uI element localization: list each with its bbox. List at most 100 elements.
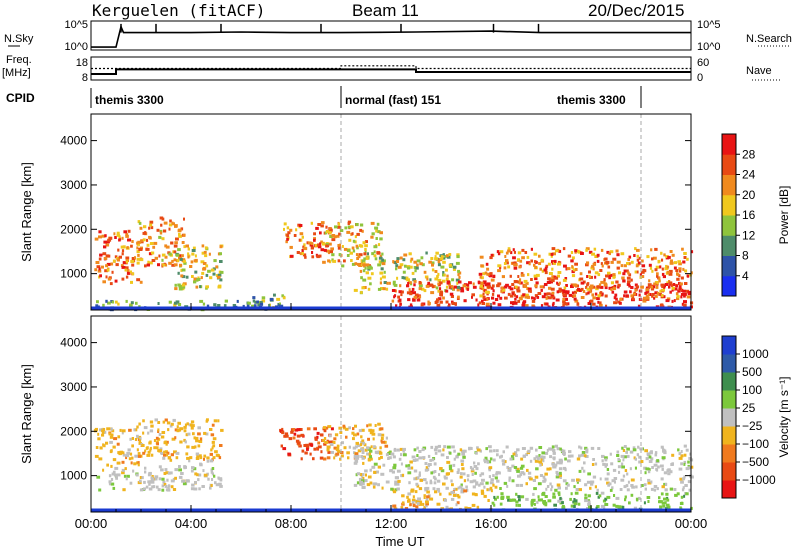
power-colorbar-swatch bbox=[722, 215, 736, 236]
heatmap-cell bbox=[417, 497, 421, 501]
heatmap-cell bbox=[562, 293, 567, 297]
heatmap-cell bbox=[177, 428, 182, 432]
heatmap-cell bbox=[657, 465, 660, 469]
heatmap-cell bbox=[304, 451, 308, 455]
heatmap-cell bbox=[194, 481, 197, 484]
heatmap-cell bbox=[149, 242, 154, 245]
heatmap-cell bbox=[432, 475, 436, 479]
heatmap-cell bbox=[450, 497, 455, 501]
velocity-colorbar-frame bbox=[721, 335, 737, 499]
heatmap-cell bbox=[282, 296, 286, 300]
heatmap-cell bbox=[511, 464, 515, 468]
heatmap-cell bbox=[574, 299, 579, 303]
heatmap-cell bbox=[301, 249, 304, 252]
heatmap-cell bbox=[106, 240, 110, 244]
heatmap-cell bbox=[470, 469, 475, 473]
heatmap-cell bbox=[604, 294, 608, 298]
heatmap-cell bbox=[633, 456, 636, 460]
heatmap-cell bbox=[108, 432, 112, 436]
heatmap-cell bbox=[167, 428, 170, 432]
heatmap-cell bbox=[292, 436, 296, 440]
heatmap-cell bbox=[529, 289, 532, 293]
heatmap-cell bbox=[148, 487, 153, 491]
heatmap-cell bbox=[358, 477, 363, 481]
heatmap-cell bbox=[457, 486, 460, 490]
heatmap-cell bbox=[149, 429, 154, 433]
heatmap-cell bbox=[551, 445, 555, 449]
heatmap-cell bbox=[512, 261, 516, 265]
velocity-colorbar-tick-label: 1000 bbox=[742, 347, 769, 361]
heatmap-cell bbox=[373, 470, 377, 474]
heatmap-cell bbox=[190, 426, 194, 430]
heatmap-cell bbox=[219, 278, 223, 282]
heatmap-cell bbox=[313, 427, 317, 431]
heatmap-cell bbox=[135, 301, 138, 305]
heatmap-cell bbox=[561, 505, 565, 508]
heatmap-cell bbox=[570, 285, 574, 288]
heatmap-cell bbox=[641, 264, 646, 268]
heatmap-cell bbox=[147, 450, 151, 454]
heatmap-cell bbox=[615, 280, 619, 284]
heatmap-cell bbox=[661, 501, 666, 505]
cpid-segment-label: normal (fast) 151 bbox=[345, 93, 441, 107]
heatmap-cell bbox=[496, 284, 500, 288]
heatmap-cell bbox=[416, 476, 420, 480]
heatmap-cell bbox=[261, 299, 266, 303]
heatmap-cell bbox=[450, 469, 454, 473]
heatmap-cell bbox=[199, 462, 202, 466]
heatmap-cell bbox=[638, 293, 641, 297]
heatmap-cell bbox=[446, 460, 451, 464]
heatmap-cell bbox=[526, 287, 530, 290]
velocity-colorbar-swatch bbox=[722, 408, 736, 427]
heatmap-cell bbox=[296, 441, 301, 445]
heatmap-cell bbox=[544, 495, 548, 498]
heatmap-cell bbox=[496, 453, 499, 457]
heatmap-cell bbox=[551, 275, 555, 279]
heatmap-cell bbox=[426, 490, 430, 494]
heatmap-cell bbox=[552, 449, 556, 452]
heatmap-cell bbox=[350, 232, 353, 236]
heatmap-cell bbox=[665, 496, 669, 500]
heatmap-cell bbox=[460, 286, 464, 290]
heatmap-cell bbox=[516, 467, 520, 471]
heatmap-cell bbox=[401, 473, 405, 477]
heatmap-cell bbox=[200, 260, 205, 264]
heatmap-cell bbox=[418, 281, 422, 284]
heatmap-cell bbox=[661, 258, 664, 262]
heatmap-cell bbox=[207, 269, 211, 273]
heatmap-cell bbox=[395, 267, 398, 271]
heatmap-cell bbox=[557, 486, 561, 490]
heatmap-cell bbox=[490, 489, 493, 493]
heatmap-cell bbox=[600, 285, 604, 289]
heatmap-cell bbox=[109, 435, 114, 439]
heatmap-cell bbox=[142, 419, 145, 423]
heatmap-cell bbox=[130, 461, 133, 465]
heatmap-cell bbox=[137, 461, 140, 465]
heatmap-cell bbox=[209, 459, 214, 463]
heatmap-cell bbox=[311, 255, 315, 259]
heatmap-cell bbox=[217, 304, 221, 307]
heatmap-cell bbox=[373, 254, 377, 258]
heatmap-cell bbox=[187, 255, 190, 259]
heatmap-cell bbox=[319, 231, 322, 235]
heatmap-cell bbox=[423, 506, 426, 510]
heatmap-cell bbox=[246, 303, 250, 307]
heatmap-cell bbox=[496, 449, 499, 453]
heatmap-cell bbox=[142, 431, 145, 435]
heatmap-cell bbox=[217, 285, 222, 289]
heatmap-cell bbox=[472, 282, 475, 286]
heatmap-cell bbox=[502, 462, 506, 466]
heatmap-cell bbox=[533, 487, 537, 491]
heatmap-cell bbox=[315, 226, 319, 230]
heatmap-cell bbox=[175, 451, 180, 455]
heatmap-cell bbox=[506, 261, 509, 265]
heatmap-cell bbox=[177, 248, 181, 252]
heatmap-cell bbox=[538, 446, 543, 449]
heatmap-cell bbox=[352, 437, 355, 441]
heatmap-cell bbox=[442, 271, 445, 274]
heatmap-cell bbox=[346, 254, 350, 257]
heatmap-cell bbox=[378, 457, 381, 461]
heatmap-cell bbox=[647, 478, 651, 482]
heatmap-cell bbox=[157, 488, 161, 492]
heatmap-cell bbox=[328, 434, 332, 438]
